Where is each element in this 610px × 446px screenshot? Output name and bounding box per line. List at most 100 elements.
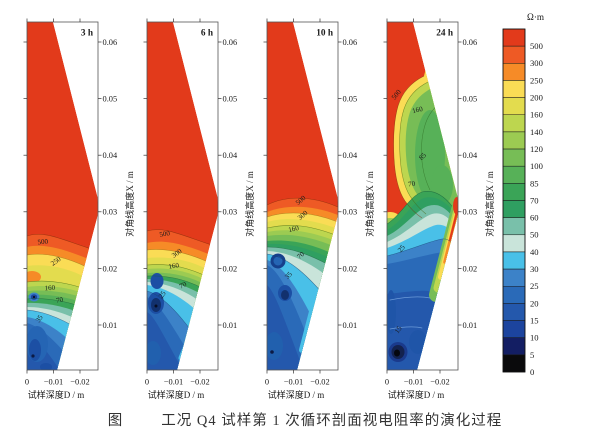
- y-tick-label: 0.02: [223, 264, 238, 273]
- y-tick-label: 0.02: [463, 264, 478, 273]
- colorbar-title: Ω·m: [527, 12, 544, 22]
- caption-text: 工况 Q4 试样第 1 次循环剖面视电阻率的演化过程: [161, 413, 503, 429]
- contour-label: 500: [37, 237, 49, 246]
- low-resistivity-blob: [29, 339, 41, 361]
- contour-label: 160: [288, 224, 300, 234]
- colorbar-tick-label: 250: [530, 75, 543, 85]
- colorbar-segment: [502, 183, 526, 201]
- y-tick-label: 0.02: [343, 264, 358, 273]
- y-tick-label: 0.06: [223, 38, 238, 47]
- low-resistivity-blob: [267, 332, 283, 360]
- panel-title: 24 h: [436, 29, 454, 39]
- colorbar-tick-label: 160: [530, 110, 543, 120]
- colorbar-segment: [502, 268, 526, 287]
- colorbar-tick-label: 100: [530, 161, 543, 171]
- panel-title: 10 h: [316, 29, 334, 39]
- contour-label: 160: [411, 105, 424, 115]
- colorbar-segment: [502, 165, 526, 184]
- x-axis-label: 试样深度D / m: [148, 389, 205, 400]
- panel-title: 3 h: [81, 29, 94, 39]
- y-tick-label: 0.02: [103, 264, 118, 273]
- contour-label: 160: [44, 284, 56, 293]
- x-tick-label: −0.01: [164, 378, 183, 387]
- colorbar: 5003002502001601401201008570605040302520…: [502, 12, 544, 377]
- colorbar-segment: [502, 320, 526, 338]
- colorbar-tick-label: 300: [530, 58, 543, 68]
- x-tick-label: −0.01: [44, 378, 63, 387]
- colorbar-tick-label: 20: [530, 298, 539, 308]
- x-tick-label: −0.02: [190, 378, 209, 387]
- colorbar-tick-label: 50: [530, 230, 539, 240]
- contour-band: [267, 285, 338, 370]
- contour-label: 15: [393, 324, 404, 335]
- x-tick-label: 0: [25, 378, 29, 387]
- colorbar-segment: [502, 251, 526, 270]
- plot-frame: [26, 21, 99, 371]
- low-resistivity-blob: [27, 271, 41, 283]
- x-tick-label: 0: [385, 378, 389, 387]
- y-tick-label: 0.01: [223, 321, 238, 330]
- contour-line: [267, 197, 338, 208]
- y-tick-label: 0.05: [103, 95, 118, 104]
- contour-line: [27, 233, 98, 252]
- x-tick-label: −0.02: [430, 378, 449, 387]
- colorbar-segment: [502, 234, 526, 253]
- low-resistivity-blob: [40, 363, 52, 370]
- x-tick-label: 0: [265, 378, 269, 387]
- colorbar-segment: [502, 28, 526, 47]
- colorbar-tick-label: 140: [530, 127, 543, 137]
- colorbar-segment: [502, 80, 526, 98]
- y-tick-label: 0.03: [223, 208, 238, 217]
- low-resistivity-blob: [150, 273, 164, 289]
- low-resistivity-blob: [387, 290, 396, 334]
- low-resistivity-blob: [154, 304, 158, 308]
- y-axis-label: 对角线高度X / m: [124, 171, 135, 237]
- colorbar-segment: [502, 337, 526, 356]
- colorbar-tick-label: 120: [530, 144, 543, 154]
- contour-band-stroke: [389, 296, 431, 301]
- contour-label: 70: [178, 280, 188, 291]
- x-tick-label: −0.01: [404, 378, 423, 387]
- low-resistivity-blob: [394, 349, 400, 357]
- colorbar-segment: [502, 97, 526, 115]
- colorbar-segment: [502, 114, 526, 133]
- y-axis-label: 对角线高度X / m: [364, 171, 375, 237]
- colorbar-segment: [502, 200, 526, 218]
- colorbar-segment: [502, 148, 526, 167]
- low-resistivity-blob: [270, 350, 274, 354]
- colorbar-tick-label: 5: [530, 350, 534, 360]
- contour-band-stroke: [389, 326, 423, 330]
- contour-line: [387, 191, 453, 225]
- contour-band-stroke: [299, 297, 318, 353]
- colorbar-segment: [502, 45, 526, 64]
- y-tick-label: 0.03: [463, 208, 478, 217]
- low-resistivity-blob: [33, 296, 35, 298]
- colorbar-tick-label: 70: [530, 195, 539, 205]
- contour-line: [267, 225, 338, 237]
- contour-label: 85: [417, 151, 428, 162]
- plot-frame: [266, 21, 339, 371]
- panel-24h: 0 −0.01 −0.02 0.06 0.05 0.04 0.03 0.02 0.01 24 h 试…: [383, 18, 495, 400]
- y-axis-label: 对角线高度X / m: [244, 171, 255, 237]
- colorbar-tick-label: 200: [530, 93, 543, 103]
- y-tick-label: 0.03: [103, 208, 118, 217]
- colorbar-segment: [502, 131, 526, 150]
- y-tick-label: 0.06: [343, 38, 358, 47]
- colorbar-frame: [502, 28, 526, 373]
- contour-label: 500: [159, 229, 171, 239]
- y-tick-label: 0.04: [103, 151, 118, 160]
- y-tick-label: 0.04: [463, 151, 478, 160]
- low-resistivity-blob: [147, 341, 161, 365]
- plot-frame: [146, 21, 219, 371]
- colorbar-tick-label: 0: [530, 367, 534, 377]
- colorbar-tick-label: 30: [530, 264, 539, 274]
- low-resistivity-blob: [409, 330, 427, 354]
- y-tick-label: 0.06: [463, 38, 478, 47]
- colorbar-tick-label: 500: [530, 41, 543, 51]
- plot-frame: [386, 21, 459, 371]
- y-tick-label: 0.05: [463, 95, 478, 104]
- y-tick-label: 0.01: [343, 321, 358, 330]
- colorbar-segment: [502, 354, 526, 373]
- y-tick-label: 0.05: [223, 95, 238, 104]
